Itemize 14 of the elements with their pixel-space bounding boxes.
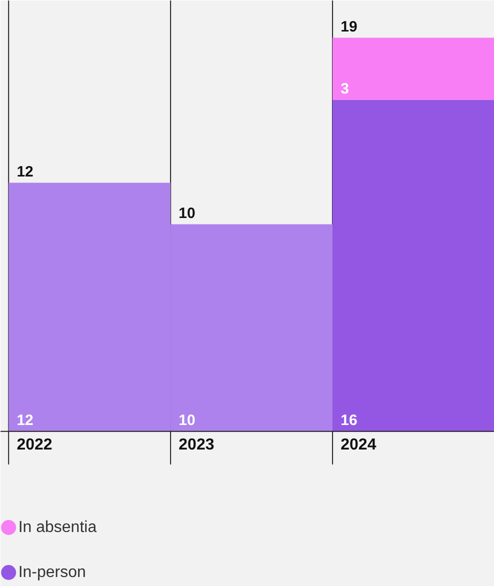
data-label: 12 <box>16 412 34 430</box>
total-label: 19 <box>340 18 358 36</box>
x-tick-label: 2023 <box>178 436 214 454</box>
bar <box>332 38 494 100</box>
data-label: 16 <box>340 412 358 430</box>
legend-label: In absentia <box>18 519 97 536</box>
data-label: 10 <box>178 412 196 430</box>
x-tick-label: 2024 <box>340 436 376 454</box>
bar <box>332 100 494 432</box>
data-label: 3 <box>340 80 349 98</box>
total-label: 10 <box>178 205 196 222</box>
x-tick-label: 2022 <box>16 436 52 454</box>
total-label: 12 <box>16 164 34 181</box>
legend-label: In-person <box>18 564 86 581</box>
